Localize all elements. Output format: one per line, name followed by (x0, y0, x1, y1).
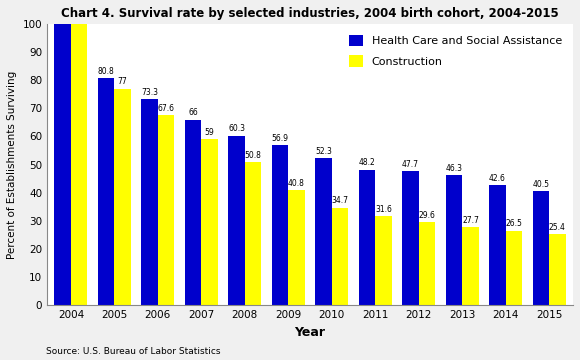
Text: 27.7: 27.7 (462, 216, 479, 225)
Bar (185, 120, 201, 305)
Bar (419, 222, 435, 305)
Bar (316, 158, 332, 305)
Text: 40.5: 40.5 (532, 180, 549, 189)
Bar (445, 175, 462, 305)
Bar (201, 139, 218, 305)
Bar (358, 170, 375, 305)
Text: Source: U.S. Bureau of Labor Statistics: Source: U.S. Bureau of Labor Statistics (46, 347, 221, 356)
Text: 66: 66 (188, 108, 198, 117)
Bar (142, 99, 158, 305)
Text: 59: 59 (205, 128, 215, 137)
Bar (114, 89, 131, 305)
Bar (549, 234, 566, 305)
Text: 73.3: 73.3 (141, 88, 158, 97)
Bar (245, 162, 262, 305)
Bar (229, 136, 245, 305)
Text: 56.9: 56.9 (271, 134, 288, 143)
Y-axis label: Percent of Establishments Surviving: Percent of Establishments Surviving (7, 71, 17, 259)
Text: 31.6: 31.6 (375, 205, 392, 214)
Text: 25.4: 25.4 (549, 222, 566, 231)
Bar (375, 216, 392, 305)
Bar (272, 145, 288, 305)
Legend: Health Care and Social Assistance, Construction: Health Care and Social Assistance, Const… (344, 30, 567, 72)
Text: 80.8: 80.8 (98, 67, 114, 76)
Title: Chart 4. Survival rate by selected industries, 2004 birth cohort, 2004-2015: Chart 4. Survival rate by selected indus… (61, 7, 559, 20)
Bar (98, 78, 114, 305)
Bar (71, 24, 88, 305)
Text: 34.7: 34.7 (332, 196, 349, 205)
X-axis label: Year: Year (295, 326, 325, 339)
Text: 47.7: 47.7 (402, 160, 419, 169)
Text: 60.3: 60.3 (228, 124, 245, 133)
Text: 67.6: 67.6 (158, 104, 175, 113)
Text: 40.8: 40.8 (288, 179, 305, 188)
Text: 26.5: 26.5 (506, 220, 523, 229)
Bar (532, 191, 549, 305)
Text: 77: 77 (118, 77, 128, 86)
Bar (158, 115, 175, 305)
Text: 29.6: 29.6 (419, 211, 436, 220)
Text: 46.3: 46.3 (445, 164, 462, 173)
Bar (288, 190, 305, 305)
Bar (55, 24, 71, 305)
Text: 52.3: 52.3 (315, 147, 332, 156)
Bar (332, 208, 348, 305)
Text: 48.2: 48.2 (358, 158, 375, 167)
Bar (402, 171, 419, 305)
Bar (489, 185, 506, 305)
Bar (506, 231, 522, 305)
Text: 50.8: 50.8 (245, 151, 262, 160)
Bar (462, 227, 478, 305)
Text: 42.6: 42.6 (489, 174, 506, 183)
